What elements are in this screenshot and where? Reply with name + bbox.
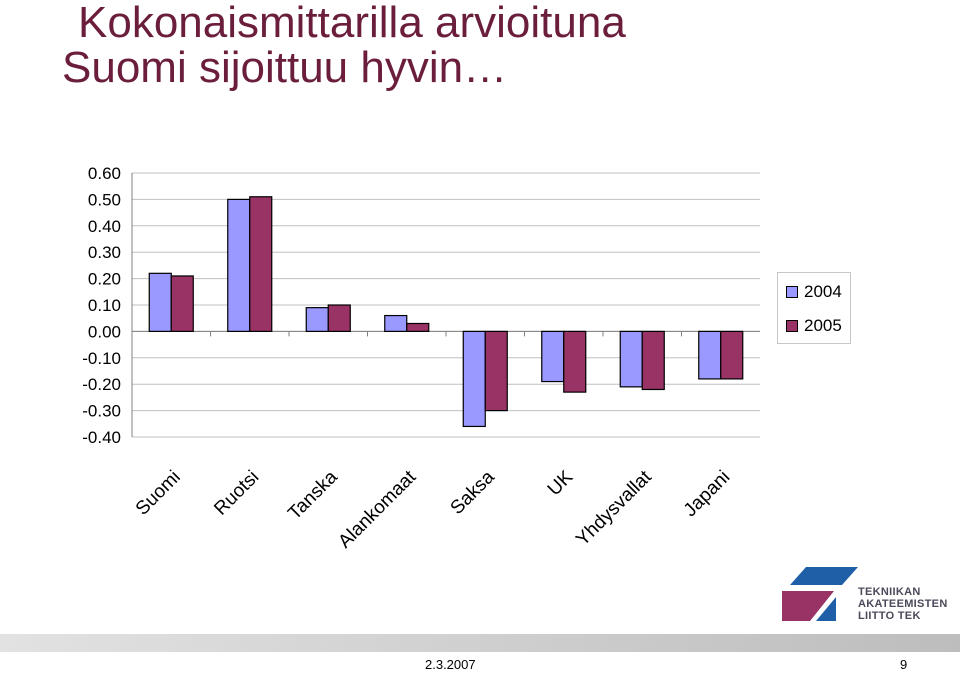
tek-logo-icon xyxy=(782,567,858,621)
y-tick-label: -0.10 xyxy=(82,349,121,368)
bar-2004-suomi xyxy=(148,272,172,333)
x-category-label: Japani xyxy=(680,467,734,521)
y-tick-label: 0.40 xyxy=(88,217,121,236)
bar-2004-tanska xyxy=(305,307,329,333)
x-category-label: Alankomaat xyxy=(334,466,420,552)
title-line-1: Kokonaismittarilla arvioituna xyxy=(78,0,626,47)
bar-2005-ruotsi xyxy=(249,196,273,332)
y-tick-label: 0.30 xyxy=(88,243,121,262)
bar-2004-ruotsi xyxy=(227,198,251,332)
bar-2005-uk xyxy=(563,330,587,393)
y-tick-label: -0.40 xyxy=(82,428,121,447)
x-category-label: Yhdysvallat xyxy=(572,466,656,550)
logo-text-line-3: LIITTO TEK xyxy=(858,610,921,622)
bar-2004-uk xyxy=(541,330,565,383)
bar-2004-alankomaat xyxy=(384,314,408,332)
x-category-label: Ruotsi xyxy=(210,467,263,520)
bar-chart: 0.60 0.50 0.40 0.30 0.20 0.10 0.00 -0.10 -0.20 -0… xyxy=(82,164,760,552)
y-tick-label: -0.20 xyxy=(82,375,121,394)
legend-item-2005: 2005 xyxy=(786,315,842,337)
x-category-label: Saksa xyxy=(447,466,499,518)
logo-text: TEKNIIKAN AKATEEMISTEN LIITTO TEK xyxy=(858,586,948,622)
y-tick-label: 0.60 xyxy=(88,164,121,183)
y-tick-label: 0.10 xyxy=(88,296,121,315)
y-tick-label: 0.50 xyxy=(88,190,121,209)
bar-2005-japani xyxy=(720,330,744,380)
slide-title: Kokonaismittarilla arvioituna Suomi sijo… xyxy=(62,0,626,90)
chart-legend: 2004 2005 xyxy=(777,272,851,344)
x-category-label: Suomi xyxy=(132,467,185,520)
y-tick-label: 0.20 xyxy=(88,270,121,289)
logo-text-line-1: TEKNIIKAN xyxy=(858,586,921,598)
legend-label-2005: 2005 xyxy=(804,316,842,335)
y-tick-label: -0.30 xyxy=(82,402,121,421)
y-tick-label: 0.00 xyxy=(88,322,121,341)
title-line-2: Suomi sijoittuu hyvin… xyxy=(62,43,508,92)
bar-2005-tanska xyxy=(327,304,351,332)
x-category-label: UK xyxy=(544,466,578,500)
bar-2005-yhdysvallat xyxy=(641,330,665,391)
bar-2005-saksa xyxy=(484,330,508,412)
bar-2004-yhdysvallat xyxy=(619,330,643,388)
bar-2004-saksa xyxy=(462,330,486,428)
legend-item-2004: 2004 xyxy=(786,281,842,303)
legend-label-2004: 2004 xyxy=(804,282,842,301)
x-category-label: Tanska xyxy=(284,466,342,524)
bar-2005-suomi xyxy=(170,275,194,332)
page-number: 9 xyxy=(900,657,908,672)
footer-date: 2.3.2007 xyxy=(425,657,476,672)
logo-text-line-2: AKATEEMISTEN xyxy=(858,598,948,610)
footer-bar xyxy=(0,634,960,652)
legend-swatch-2005 xyxy=(786,320,798,332)
bar-2005-alankomaat xyxy=(406,322,430,333)
bar-2004-japani xyxy=(698,330,722,380)
legend-swatch-2004 xyxy=(786,286,798,298)
